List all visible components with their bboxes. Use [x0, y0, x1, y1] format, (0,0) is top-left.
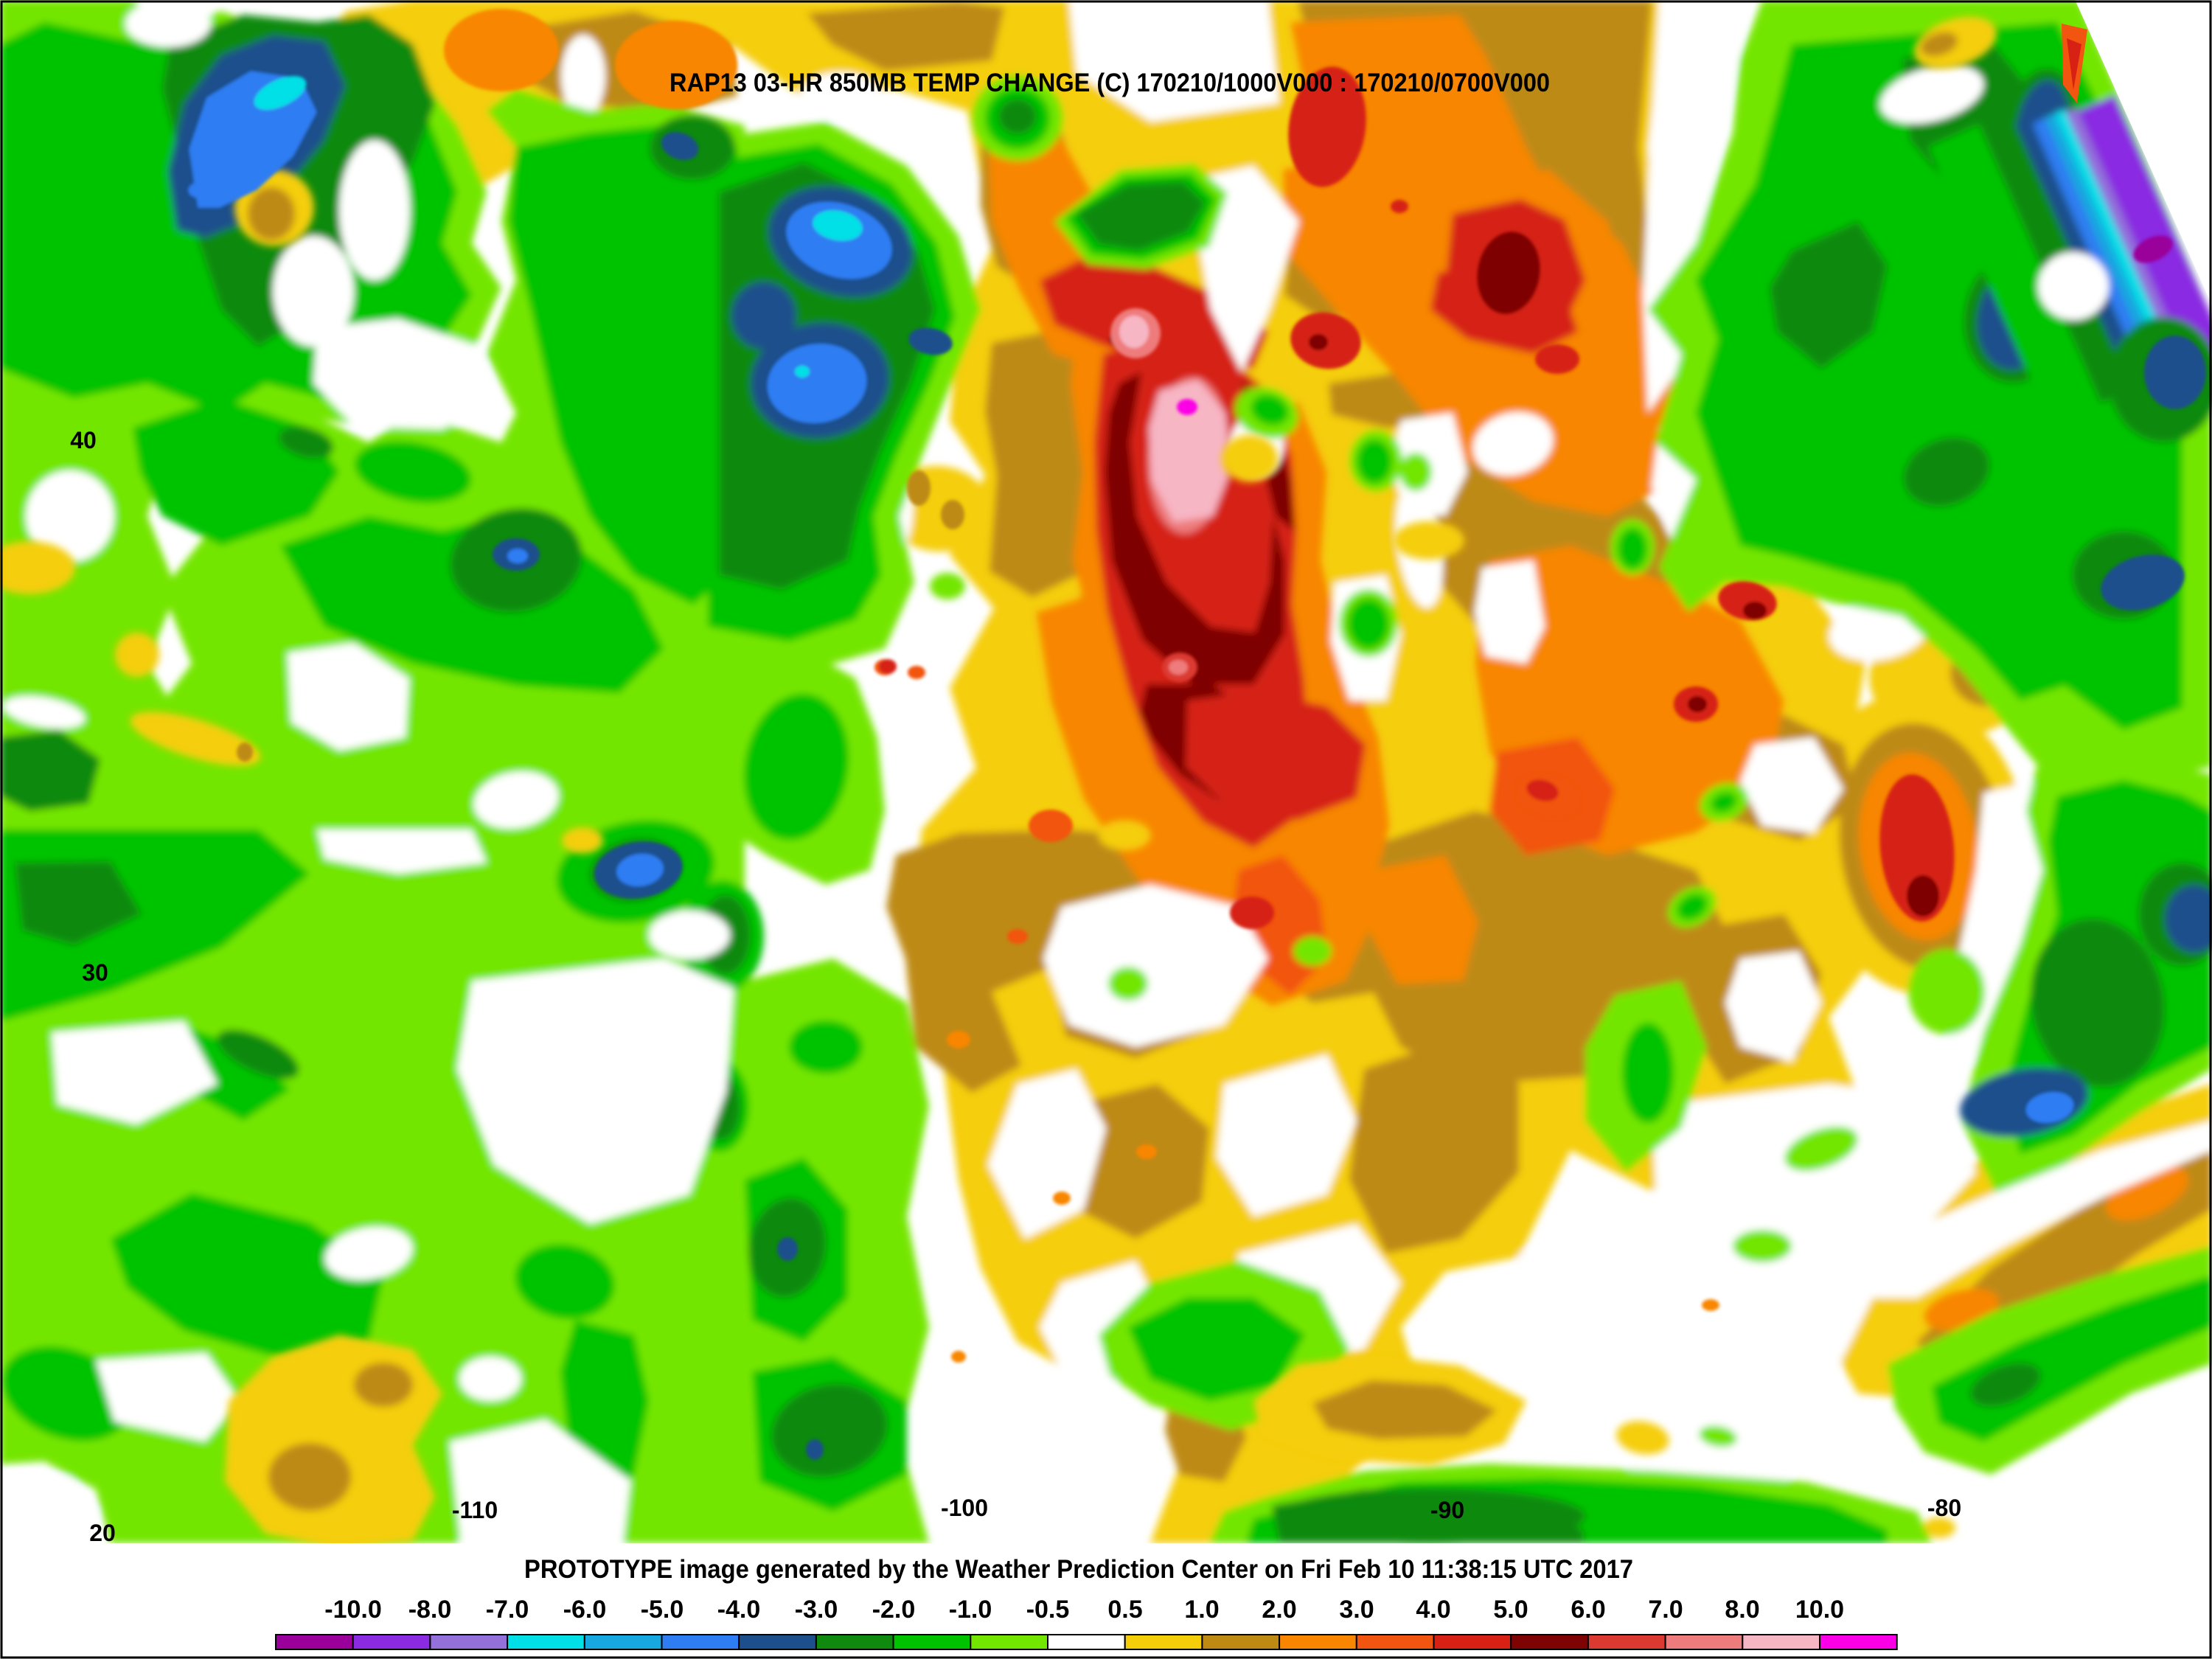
svg-text:-90: -90 [1430, 1497, 1464, 1523]
svg-text:0.5: 0.5 [1107, 1596, 1142, 1624]
svg-text:-6.0: -6.0 [563, 1596, 607, 1624]
svg-text:-110: -110 [452, 1497, 498, 1523]
svg-text:40: 40 [70, 427, 97, 453]
svg-text:-2.0: -2.0 [872, 1596, 916, 1624]
svg-text:10.0: 10.0 [1795, 1596, 1844, 1624]
svg-text:3.0: 3.0 [1339, 1596, 1374, 1624]
svg-text:-7.0: -7.0 [486, 1596, 529, 1624]
svg-text:-1.0: -1.0 [949, 1596, 992, 1624]
svg-text:5.0: 5.0 [1493, 1596, 1528, 1624]
svg-text:-5.0: -5.0 [641, 1596, 684, 1624]
svg-text:20: 20 [89, 1520, 116, 1546]
svg-text:RAP13 03-HR 850MB TEMP CHANGE: RAP13 03-HR 850MB TEMP CHANGE (C) 170210… [669, 69, 1550, 97]
svg-text:-100: -100 [941, 1495, 988, 1521]
svg-text:2.0: 2.0 [1262, 1596, 1296, 1624]
svg-text:-3.0: -3.0 [795, 1596, 838, 1624]
svg-text:-8.0: -8.0 [408, 1596, 452, 1624]
svg-text:-10.0: -10.0 [324, 1596, 382, 1624]
svg-text:-0.5: -0.5 [1026, 1596, 1070, 1624]
svg-text:7.0: 7.0 [1648, 1596, 1683, 1624]
svg-text:6.0: 6.0 [1571, 1596, 1605, 1624]
svg-text:PROTOTYPE image generated by t: PROTOTYPE image generated by the Weather… [524, 1555, 1633, 1584]
svg-text:-80: -80 [1927, 1495, 1961, 1521]
svg-text:30: 30 [82, 959, 108, 986]
svg-text:1.0: 1.0 [1184, 1596, 1219, 1624]
svg-text:4.0: 4.0 [1416, 1596, 1450, 1624]
svg-text:-4.0: -4.0 [717, 1596, 761, 1624]
svg-text:8.0: 8.0 [1725, 1596, 1759, 1624]
